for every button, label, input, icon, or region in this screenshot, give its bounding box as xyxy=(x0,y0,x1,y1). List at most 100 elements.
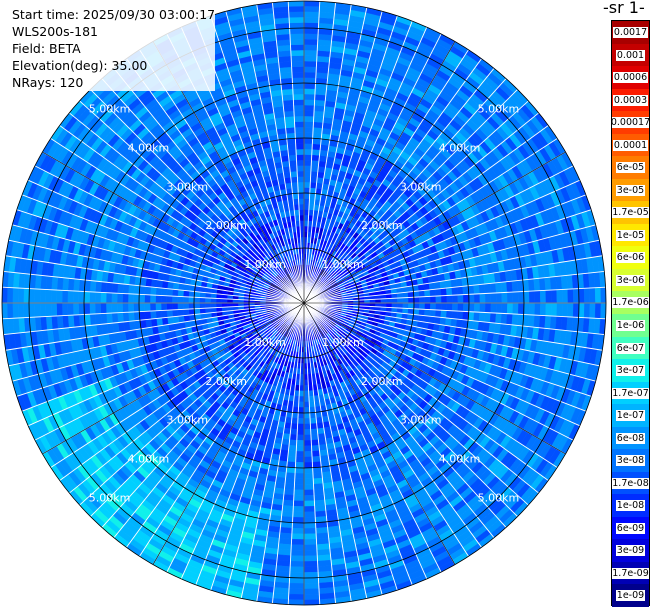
range-gate-cell xyxy=(429,309,437,318)
range-gate-cell xyxy=(303,560,319,568)
range-gate-cell xyxy=(78,290,85,304)
range-gate-cell xyxy=(303,599,321,606)
range-gate-cell xyxy=(155,302,162,311)
range-gate-cell xyxy=(303,143,313,150)
range-gate-cell xyxy=(463,302,470,312)
range-gate-cell xyxy=(303,434,312,441)
range-gate-cell xyxy=(177,309,184,317)
range-gate-cell xyxy=(495,312,502,324)
range-gate-cell xyxy=(457,302,464,312)
range-gate-cell xyxy=(534,302,541,316)
range-gate-cell xyxy=(303,104,315,111)
range-gate-cell xyxy=(290,423,298,430)
range-gate-cell xyxy=(310,439,320,447)
range-gate-cell xyxy=(72,290,80,304)
range-gate-cell xyxy=(468,293,475,304)
range-gate-cell xyxy=(512,302,519,315)
range-gate-cell xyxy=(435,288,442,297)
range-gate-cell xyxy=(435,309,442,318)
range-gate-cell xyxy=(312,127,323,134)
range-gate-cell xyxy=(310,176,318,183)
range-gate-cell xyxy=(303,198,310,205)
range-gate-cell xyxy=(133,302,140,313)
range-gate-cell xyxy=(303,77,317,84)
range-gate-cell xyxy=(303,577,319,584)
range-gate-cell xyxy=(287,455,297,463)
range-gate-cell xyxy=(314,99,326,107)
range-gate-cell xyxy=(291,412,299,419)
range-gate-cell xyxy=(303,159,312,166)
range-gate-cell xyxy=(177,296,184,304)
range-gate-cell xyxy=(567,302,574,318)
range-gate-cell xyxy=(50,302,58,317)
range-gate-cell xyxy=(291,538,305,546)
range-gate-cell xyxy=(310,428,319,436)
range-gate-cell xyxy=(303,462,313,469)
range-gate-cell xyxy=(292,506,305,513)
range-gate-cell xyxy=(523,290,530,304)
range-gate-cell xyxy=(298,407,305,414)
range-gate-cell xyxy=(138,302,145,312)
range-gate-cell xyxy=(122,302,129,313)
range-gate-cell xyxy=(298,390,305,397)
range-gate-cell xyxy=(303,187,311,194)
range-gate-cell xyxy=(105,292,112,304)
range-gate-cell xyxy=(288,582,305,590)
range-gate-cell xyxy=(281,510,294,518)
range-gate-cell xyxy=(182,296,189,304)
range-gate-cell xyxy=(539,302,547,316)
range-gate-cell xyxy=(451,310,459,320)
range-gate-cell xyxy=(61,290,69,304)
range-gate-cell xyxy=(303,538,317,546)
range-gate-cell xyxy=(303,423,311,430)
range-gate-cell xyxy=(289,577,305,584)
range-gate-cell xyxy=(501,302,508,314)
range-gate-cell xyxy=(478,283,486,294)
range-gate-cell xyxy=(314,510,327,518)
range-gate-cell xyxy=(397,297,404,304)
range-gate-cell xyxy=(193,297,200,304)
range-gate-cell xyxy=(303,517,316,524)
range-gate-cell xyxy=(429,288,437,297)
range-gate-cell xyxy=(45,289,52,304)
range-gate-cell xyxy=(424,289,431,297)
range-gate-cell xyxy=(309,187,317,194)
range-gate-cell xyxy=(144,310,152,320)
range-gate-cell xyxy=(111,292,118,304)
range-gate-cell xyxy=(303,582,320,590)
range-gate-cell xyxy=(303,82,316,89)
range-gate-cell xyxy=(294,478,305,485)
range-gate-cell xyxy=(295,462,305,469)
range-gate-cell xyxy=(288,593,305,601)
range-gate-cell xyxy=(572,288,580,304)
range-gate-cell xyxy=(303,522,317,529)
range-gate-cell xyxy=(291,527,305,535)
range-gate-cell xyxy=(310,423,318,430)
range-gate-cell xyxy=(452,294,459,304)
range-gate-cell xyxy=(479,302,486,313)
range-gate-cell xyxy=(303,49,318,57)
range-gate-cell xyxy=(550,289,558,304)
range-gate-cell xyxy=(435,302,442,311)
range-gate-cell xyxy=(473,311,480,322)
range-gate-cell xyxy=(500,281,508,293)
range-gate-cell xyxy=(506,280,513,293)
range-gate-cell xyxy=(12,302,19,319)
range-gate-cell xyxy=(313,494,325,501)
range-gate-cell xyxy=(485,293,492,304)
range-gate-cell xyxy=(311,143,321,151)
range-gate-cell xyxy=(478,312,486,323)
range-gate-cell xyxy=(171,302,178,311)
range-gate-cell xyxy=(310,434,319,441)
range-gate-cell xyxy=(34,302,41,318)
range-gate-cell xyxy=(600,286,607,304)
range-gate-cell xyxy=(45,302,52,317)
range-gate-cell xyxy=(313,121,324,129)
range-gate-cell xyxy=(303,440,312,447)
range-gate-cell xyxy=(155,295,162,304)
range-gate-cell xyxy=(303,181,311,188)
range-gate-cell xyxy=(303,549,318,557)
range-gate-cell xyxy=(313,477,324,485)
range-gate-cell xyxy=(303,495,315,502)
